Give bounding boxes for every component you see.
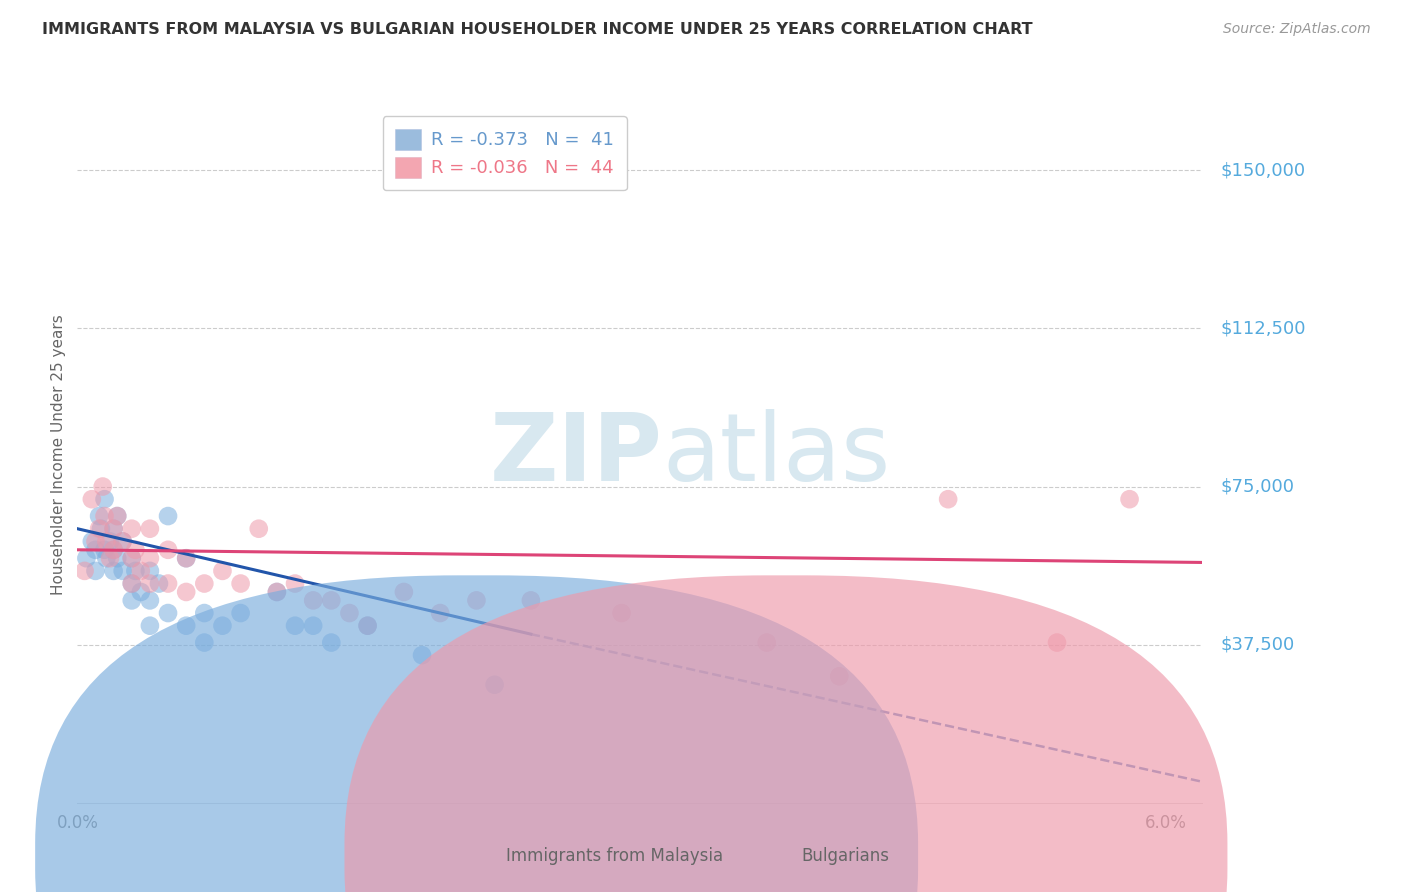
Text: atlas: atlas — [662, 409, 890, 501]
Point — [121, 576, 143, 591]
Point — [339, 606, 361, 620]
Point — [93, 542, 115, 557]
Text: $75,000: $75,000 — [1220, 477, 1295, 496]
Text: $112,500: $112,500 — [1220, 319, 1306, 337]
Point — [111, 534, 134, 549]
Point — [103, 522, 125, 536]
Text: IMMIGRANTS FROM MALAYSIA VS BULGARIAN HOUSEHOLDER INCOME UNDER 25 YEARS CORRELAT: IMMIGRANTS FROM MALAYSIA VS BULGARIAN HO… — [42, 22, 1033, 37]
Point — [105, 509, 128, 524]
Point — [266, 585, 288, 599]
Point — [1118, 492, 1140, 507]
Point — [193, 576, 215, 591]
Point — [392, 585, 415, 599]
Point — [96, 534, 118, 549]
Point — [174, 551, 197, 566]
Point — [302, 618, 325, 632]
Point — [91, 479, 114, 493]
Point — [174, 551, 197, 566]
Point — [157, 606, 180, 620]
Point — [157, 576, 180, 591]
Point — [87, 522, 110, 536]
Point — [193, 635, 215, 649]
Point — [211, 564, 233, 578]
Point — [157, 542, 180, 557]
Point — [247, 522, 270, 536]
Point — [157, 509, 180, 524]
Point — [96, 551, 118, 566]
Point — [139, 551, 162, 566]
Point — [103, 522, 125, 536]
Point — [610, 606, 633, 620]
Point — [98, 534, 121, 549]
Point — [98, 551, 121, 566]
Legend: R = -0.373   N =  41, R = -0.036   N =  44: R = -0.373 N = 41, R = -0.036 N = 44 — [382, 116, 627, 190]
Point — [103, 564, 125, 578]
Point — [139, 576, 162, 591]
Point — [229, 576, 252, 591]
Point — [211, 618, 233, 632]
Text: Source: ZipAtlas.com: Source: ZipAtlas.com — [1223, 22, 1371, 37]
Point — [93, 509, 115, 524]
Y-axis label: Householder Income Under 25 years: Householder Income Under 25 years — [51, 315, 66, 595]
Point — [356, 618, 378, 632]
Point — [73, 564, 96, 578]
Point — [111, 564, 134, 578]
Point — [520, 593, 543, 607]
Point — [129, 585, 152, 599]
Point — [129, 564, 152, 578]
Point — [302, 593, 325, 607]
Point — [936, 492, 959, 507]
Point — [755, 635, 778, 649]
Point — [174, 585, 197, 599]
Point — [124, 542, 146, 557]
Point — [124, 564, 146, 578]
Text: ZIP: ZIP — [489, 409, 662, 501]
Point — [266, 585, 288, 599]
Point — [111, 534, 134, 549]
Point — [429, 606, 451, 620]
Point — [84, 542, 107, 557]
Point — [90, 522, 112, 536]
Point — [84, 534, 107, 549]
Point — [121, 593, 143, 607]
Point — [356, 618, 378, 632]
Point — [103, 542, 125, 557]
Point — [465, 593, 488, 607]
Point — [174, 618, 197, 632]
Point — [284, 576, 307, 591]
Point — [121, 551, 143, 566]
Point — [321, 593, 343, 607]
Point — [105, 551, 128, 566]
Point — [93, 492, 115, 507]
Point — [828, 669, 851, 683]
Point — [139, 593, 162, 607]
Point — [103, 542, 125, 557]
Point — [121, 551, 143, 566]
Point — [284, 618, 307, 632]
Text: Immigrants from Malaysia: Immigrants from Malaysia — [506, 847, 723, 865]
Point — [80, 492, 103, 507]
Point — [139, 618, 162, 632]
Point — [321, 635, 343, 649]
Point — [121, 522, 143, 536]
Point — [148, 576, 170, 591]
Point — [139, 564, 162, 578]
Point — [75, 551, 97, 566]
Point — [84, 564, 107, 578]
Point — [193, 606, 215, 620]
Text: $37,500: $37,500 — [1220, 636, 1295, 654]
Point — [121, 576, 143, 591]
Text: $150,000: $150,000 — [1220, 161, 1305, 179]
Text: Bulgarians: Bulgarians — [801, 847, 890, 865]
Point — [229, 606, 252, 620]
Point — [484, 678, 506, 692]
Point — [105, 509, 128, 524]
Point — [411, 648, 433, 663]
Point — [1046, 635, 1069, 649]
Point — [87, 509, 110, 524]
Point — [80, 534, 103, 549]
Point — [139, 522, 162, 536]
